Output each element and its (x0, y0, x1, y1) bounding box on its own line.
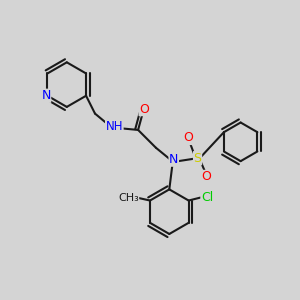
Text: N: N (169, 153, 178, 166)
Text: NH: NH (106, 121, 123, 134)
Text: O: O (139, 103, 149, 116)
Text: Cl: Cl (201, 191, 213, 204)
Text: O: O (202, 170, 212, 183)
Text: O: O (184, 131, 194, 145)
Text: S: S (194, 152, 202, 165)
Text: CH₃: CH₃ (118, 193, 139, 202)
Text: N: N (41, 89, 51, 102)
